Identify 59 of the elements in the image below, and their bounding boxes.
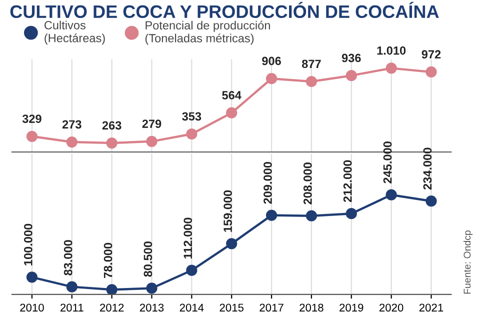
point — [346, 70, 357, 82]
data-label: 273 — [62, 120, 82, 129]
point — [66, 281, 78, 292]
data-label: 329 — [22, 114, 42, 123]
point — [146, 282, 158, 294]
point — [426, 66, 437, 78]
data-label: 245.000 — [383, 142, 392, 184]
data-label: 83.000 — [64, 240, 72, 276]
data-label: 80.500 — [144, 242, 152, 277]
point — [66, 136, 78, 148]
chart-title: CULTIVO DE COCA Y PRODUCCIÓN DE COCAÍNA — [10, 2, 439, 18]
data-label: 112.000 — [184, 218, 192, 258]
data-label: 906 — [262, 56, 281, 66]
x-tick-label: 2010 — [20, 304, 44, 312]
x-tick-label: 2011 — [60, 304, 84, 312]
data-label: 972 — [422, 50, 441, 59]
legend-label: Cultivos (Hectáreas) — [44, 20, 105, 45]
x-tick-label: 2015 — [220, 304, 244, 312]
data-label: 936 — [342, 54, 361, 62]
data-label: 208.000 — [303, 162, 312, 204]
point — [26, 130, 38, 142]
x-tick-label: 2017 — [260, 304, 284, 312]
data-label: 209.000 — [264, 162, 272, 204]
point — [306, 76, 318, 88]
data-label: 877 — [302, 60, 321, 68]
x-tick-label: 2014 — [180, 304, 204, 312]
x-tick-label: 2019 — [340, 304, 364, 312]
x-tick-label: 2018 — [300, 304, 324, 312]
x-tick-label: 2021 — [419, 304, 444, 312]
data-label: 100.000 — [24, 224, 32, 266]
point — [386, 189, 397, 200]
point — [386, 62, 397, 74]
legend-label: Potencial de producción (Toneladas métricas) — [145, 20, 270, 45]
point — [266, 210, 278, 221]
point — [186, 264, 198, 276]
data-label: 1.010 — [377, 46, 406, 55]
point — [26, 272, 38, 283]
data-label: 78.000 — [104, 242, 112, 278]
source-note: Fuente: Ondcp — [463, 230, 473, 294]
point — [106, 137, 118, 149]
data-label: 234.000 — [423, 148, 432, 190]
data-label: 263 — [102, 121, 122, 130]
data-label: 279 — [142, 120, 162, 128]
point — [306, 210, 318, 222]
x-tick-label: 2020 — [380, 304, 404, 312]
data-label: 564 — [222, 91, 242, 100]
data-label: 159.000 — [224, 190, 232, 232]
point — [266, 73, 278, 84]
point — [106, 284, 118, 294]
x-tick-label: 2013 — [140, 304, 164, 312]
point — [186, 128, 198, 140]
data-label: 212.000 — [343, 160, 352, 202]
point — [346, 208, 357, 220]
point — [146, 136, 158, 147]
point — [226, 107, 238, 118]
x-tick-label: 2012 — [100, 304, 124, 312]
data-label: 353 — [182, 112, 202, 121]
point — [426, 196, 437, 207]
point — [226, 238, 238, 250]
